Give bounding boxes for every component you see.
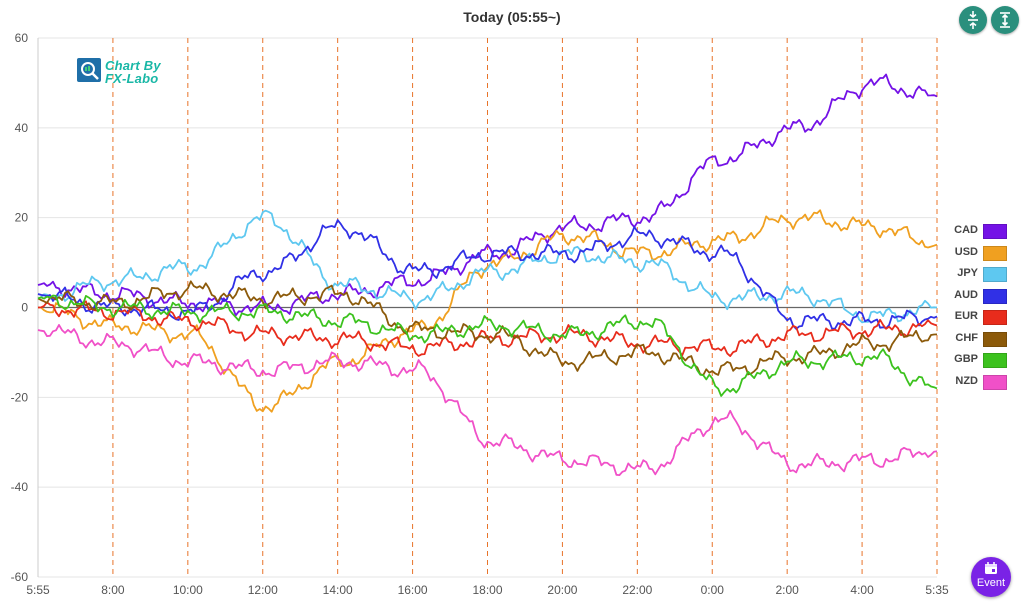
event-button[interactable]: Event — [971, 557, 1011, 597]
expand-vertical-icon — [1000, 12, 1010, 28]
x-tick-label: 5:55 — [26, 583, 50, 597]
legend-label: EUR — [954, 310, 978, 322]
logo-text-line1: Chart By — [105, 58, 161, 73]
legend-label: JPY — [957, 267, 978, 279]
y-tick-label: 60 — [15, 31, 29, 45]
x-tick-label: 20:00 — [547, 583, 577, 597]
y-tick-label: -40 — [11, 480, 29, 494]
legend-swatch — [983, 288, 1007, 304]
series-line-gbp — [37, 294, 938, 397]
y-tick-label: 0 — [21, 301, 28, 315]
calendar-icon — [985, 562, 997, 574]
y-tick-label: 20 — [15, 211, 29, 225]
legend-swatch — [983, 310, 1007, 325]
legend-swatch — [983, 331, 1007, 347]
legend-label: CAD — [954, 224, 978, 236]
x-tick-label: 16:00 — [398, 583, 428, 597]
x-tick-label: 14:00 — [323, 583, 353, 597]
legend-label: AUD — [954, 288, 978, 301]
series-line-jpy — [37, 209, 938, 324]
x-tick-label: 0:00 — [701, 583, 725, 597]
legend-swatch — [983, 267, 1007, 282]
series-line-chf — [37, 280, 938, 376]
chart-title: Today (05:55~) — [463, 9, 561, 25]
legend-swatch — [983, 224, 1007, 239]
x-tick-label: 5:35 — [925, 583, 949, 597]
x-tick-label: 10:00 — [173, 583, 203, 597]
legend-label: GBP — [954, 353, 978, 365]
x-tick-label: 2:00 — [775, 583, 799, 597]
y-tick-label: 40 — [15, 121, 29, 135]
compress-vertical-icon — [968, 11, 978, 29]
x-tick-label: 12:00 — [248, 583, 278, 597]
event-button-label: Event — [976, 577, 1006, 589]
expand-vertical-button[interactable] — [991, 6, 1019, 34]
fit-vertical-button[interactable] — [959, 6, 987, 34]
series-line-eur — [37, 300, 938, 357]
series-line-cad — [37, 73, 938, 317]
legend-label: USD — [954, 245, 978, 258]
x-tick-label: 18:00 — [472, 583, 502, 597]
logo-chart-icon — [77, 58, 101, 82]
legend-swatch — [983, 245, 1007, 261]
x-tick-label: 22:00 — [622, 583, 652, 597]
legend-label: NZD — [955, 374, 978, 387]
series-line-usd — [38, 209, 938, 413]
y-tick-label: -60 — [11, 570, 29, 584]
legend-swatch — [983, 353, 1007, 368]
legend-label: CHF — [955, 331, 978, 344]
x-tick-label: 4:00 — [850, 583, 874, 597]
logo-text-line2: FX-Labo — [105, 71, 159, 86]
y-tick-label: -20 — [11, 390, 29, 404]
legend-swatch — [983, 374, 1007, 390]
series-line-nzd — [37, 324, 938, 476]
x-tick-label: 8:00 — [101, 583, 125, 597]
